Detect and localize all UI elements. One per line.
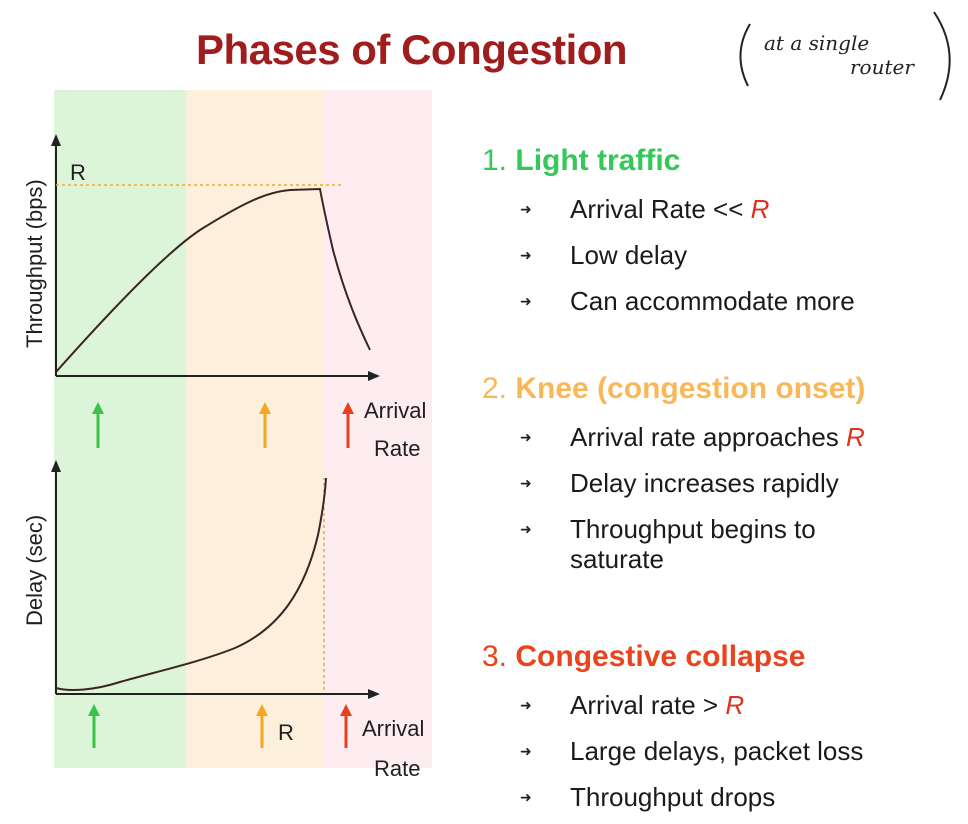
r-symbol: R	[750, 194, 770, 224]
phase-bullets: ➜ Arrival rate > R ➜ Large delays, packet …	[520, 690, 863, 812]
throughput-y-label: Throughput (bps)	[22, 179, 47, 348]
zone-light-traffic	[54, 90, 186, 768]
bullet-text: Throughput begins to	[570, 514, 816, 544]
throughput-curve	[55, 187, 371, 373]
bullet-item: ➜ Delay increases rapidly	[520, 468, 865, 498]
knee-arrow-top	[259, 402, 271, 448]
bullet-arrow-icon: ➜	[520, 697, 532, 713]
throughput-x-label-2: Rate	[374, 436, 420, 461]
collapse-arrow-bottom	[340, 704, 352, 748]
note-left-paren	[739, 23, 751, 87]
bullet-arrow-icon: ➜	[520, 293, 532, 309]
note-right-paren	[933, 11, 951, 101]
bullet-item: ➜ Can accommodate more	[520, 286, 855, 316]
bullet-item: ➜ Large delays, packet loss	[520, 736, 863, 766]
throughput-plot: R Throughput (bps) Arrival Rate	[22, 134, 426, 461]
phase-name: Knee (congestion onset)	[515, 372, 866, 405]
bullet-text: Delay increases rapidly	[570, 468, 839, 498]
phase-heading: 2. Knee (congestion onset)	[482, 372, 865, 406]
bullet-arrow-icon: ➜	[520, 789, 532, 805]
bullet-text: Can accommodate more	[570, 286, 855, 316]
delay-plot: Delay (sec) Arrival Rate R	[22, 460, 424, 781]
throughput-x-label-1: Arrival	[364, 398, 426, 423]
bullet-arrow-icon: ➜	[520, 201, 532, 217]
throughput-x-arrowhead	[368, 371, 380, 381]
congestion-diagram: R Throughput (bps) Arrival Rate Delay (s…	[22, 90, 432, 781]
page-title: Phases of Congestion	[196, 26, 628, 73]
bullet-text: Arrival Rate <<	[570, 194, 751, 224]
bullet-text: Large delays, packet loss	[570, 736, 864, 766]
bullet-arrow-icon: ➜	[520, 247, 532, 263]
delay-r-label: R	[278, 720, 294, 745]
bullet-text: Throughput drops	[570, 782, 776, 812]
delay-x-label-2: Rate	[374, 756, 420, 781]
bullet-arrow-icon: ➜	[520, 521, 532, 537]
throughput-y-arrowhead	[51, 134, 61, 146]
zone-collapse	[324, 90, 432, 768]
r-symbol: R	[846, 422, 865, 452]
bullet-item: ➜ Arrival Rate << R	[520, 194, 855, 224]
bullet-arrow-icon: ➜	[520, 429, 532, 445]
bullet-arrow-icon: ➜	[520, 475, 532, 491]
r-symbol: R	[725, 690, 745, 720]
bullet-text: Arrival rate >	[570, 690, 726, 720]
note-line-1: at a single	[764, 31, 869, 55]
bullet-text: Arrival rate approaches	[570, 422, 847, 452]
bullet-item: ➜ Low delay	[520, 240, 855, 270]
light-arrow-bottom	[88, 704, 100, 748]
delay-phase-arrows	[88, 704, 352, 748]
knee-arrow-bottom	[256, 704, 268, 748]
phase-name: Light traffic	[515, 144, 681, 177]
delay-curve	[55, 477, 327, 691]
bullet-text-cont: saturate	[570, 544, 664, 574]
phase-knee: 2. Knee (congestion onset) ➜ Arrival rate…	[482, 372, 865, 574]
delay-y-label: Delay (sec)	[22, 515, 47, 626]
phase-congestive-collapse: 3. Congestive collapse ➜ Arrival rate > R…	[482, 640, 863, 812]
phase-heading: 3. Congestive collapse	[482, 640, 805, 674]
zone-knee	[186, 90, 324, 768]
bullet-item: ➜ Arrival rate approaches R	[520, 422, 865, 452]
handwritten-note: at a single router	[739, 11, 951, 101]
throughput-phase-arrows	[92, 402, 354, 448]
light-arrow-top	[92, 402, 104, 448]
phase-number: 1.	[482, 144, 508, 177]
delay-y-arrowhead	[51, 460, 61, 472]
phase-bullets: ➜ Arrival rate approaches R ➜ Delay increa…	[520, 422, 865, 574]
bullet-item: ➜ Throughput begins to saturate	[520, 514, 865, 574]
bullet-item: ➜ Throughput drops	[520, 782, 863, 812]
delay-x-arrowhead	[368, 689, 380, 699]
phase-number: 3.	[482, 640, 508, 673]
phase-heading: 1. Light traffic	[482, 144, 680, 178]
collapse-arrow-top	[342, 402, 354, 448]
phase-number: 2.	[482, 372, 508, 405]
throughput-r-label: R	[70, 160, 86, 185]
note-line-2: router	[850, 55, 915, 79]
delay-x-label-1: Arrival	[362, 716, 424, 741]
phase-light-traffic: 1. Light traffic ➜ Arrival Rate << R ➜ Low…	[482, 144, 855, 316]
phase-bullets: ➜ Arrival Rate << R ➜ Low delay ➜ Can accom…	[520, 194, 855, 316]
bullet-item: ➜ Arrival rate > R	[520, 690, 863, 720]
bullet-arrow-icon: ➜	[520, 743, 532, 759]
phase-name: Congestive collapse	[515, 640, 806, 673]
bullet-text: Low delay	[570, 240, 688, 270]
